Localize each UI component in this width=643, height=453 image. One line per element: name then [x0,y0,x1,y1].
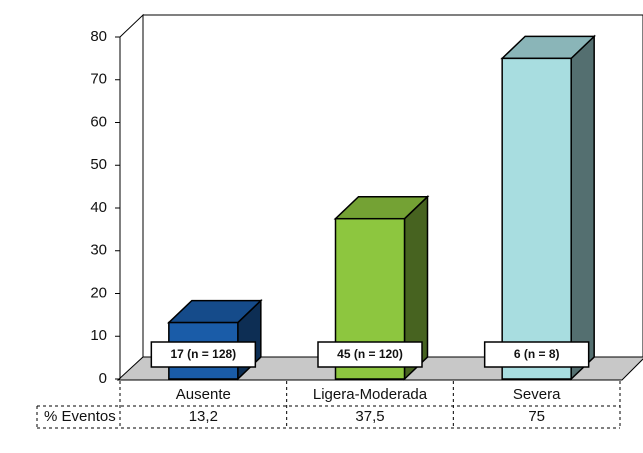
bar-label-box [317,341,423,368]
y-tick-label: 60 [90,113,107,130]
table-value: 75 [528,408,545,425]
bar-label-box [483,341,590,368]
y-tick-label: 80 [90,28,107,45]
table-value: 13,2 [189,408,218,425]
y-tick-label: 10 [90,327,107,344]
bar [501,57,572,380]
bar-side [570,34,595,381]
y-tick-label: 50 [90,156,107,173]
y-tick-label: 40 [90,199,107,216]
bar-label: 6 (n = 8) [514,347,560,361]
y-tick-label: 0 [99,370,107,387]
side-wall [119,13,144,381]
y-tick-label: 30 [90,242,107,259]
x-tick-label: Severa [513,386,561,403]
x-tick-label: Ausente [176,386,231,403]
table-value: 37,5 [355,408,384,425]
bar-label-box [150,341,257,368]
x-tick-label: Ligera-Moderada [313,386,428,403]
y-tick-label: 20 [90,284,107,301]
y-tick-label: 70 [90,71,107,88]
table-row-label: % Eventos [44,408,116,425]
bar-label: 45 (n = 120) [337,347,403,361]
bar-label: 17 (n = 128) [170,347,236,361]
